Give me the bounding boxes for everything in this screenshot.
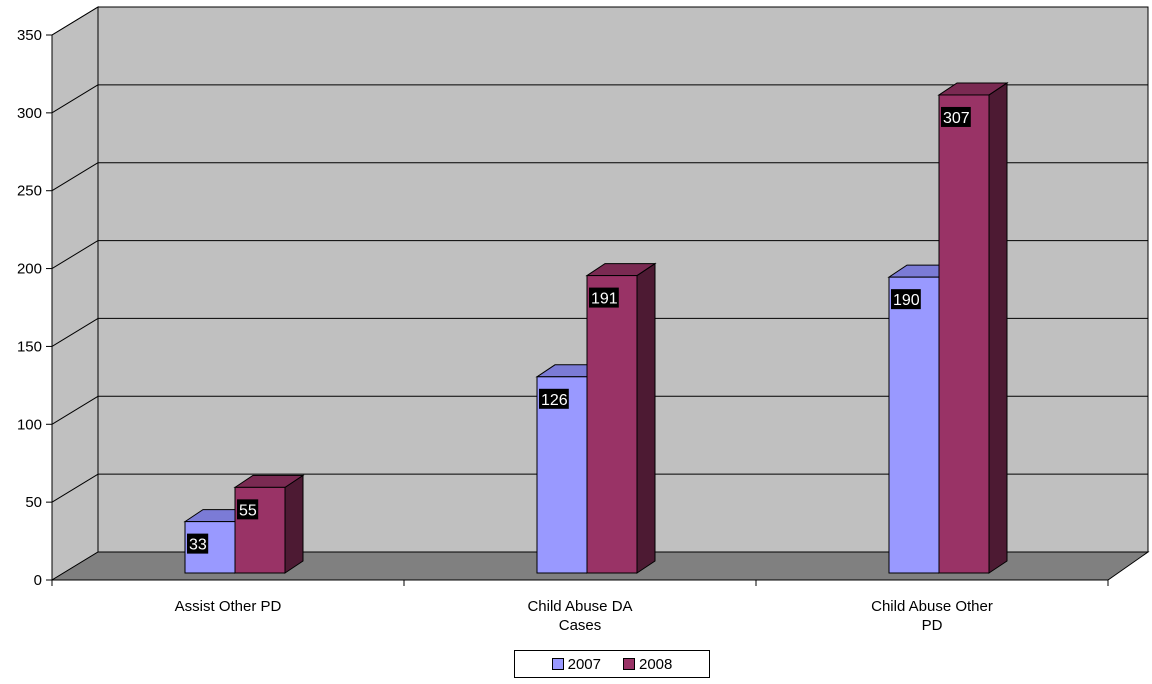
gridline-side-150 — [51, 318, 99, 347]
side-wall — [51, 6, 99, 581]
legend-item-2007: 2007 — [551, 655, 601, 673]
y-tick-label-100: 100 — [17, 416, 42, 433]
y-tick-label-200: 200 — [17, 261, 42, 278]
bar-2008-1 — [586, 275, 638, 574]
gridline-side-100 — [51, 395, 99, 425]
data-label-bg-2008-2 — [941, 106, 971, 127]
y-tick-label-0: 0 — [34, 572, 42, 589]
legend-label-2008: 2008 — [639, 655, 673, 673]
x-tick-label-2-1: PD — [922, 617, 943, 634]
data-label-2008-2: 307 — [943, 110, 970, 127]
data-label-2007-1: 126 — [541, 392, 568, 409]
data-label-bg-2007-1 — [539, 388, 569, 409]
data-label-2008-1: 191 — [591, 291, 618, 308]
legend-label-2007: 2007 — [567, 655, 601, 673]
legend-item-2008: 2008 — [623, 656, 672, 673]
legend: 2007 2008 — [514, 650, 710, 678]
legend-swatch-2007 — [551, 658, 564, 670]
bar-2007-1 — [536, 376, 588, 574]
gridline-side-300 — [51, 84, 99, 114]
x-tick-label-2-0: Child Abuse Other — [871, 598, 993, 615]
data-label-bg-2008-1 — [589, 287, 619, 308]
bar-side-2008-1 — [636, 262, 656, 574]
x-tick-label-0-0: Assist Other PD — [175, 598, 282, 615]
bar-2007-2 — [888, 276, 940, 574]
y-tick-label-150: 150 — [17, 338, 42, 355]
legend-swatch-2008 — [623, 658, 635, 670]
data-label-bg-2008-0 — [237, 499, 259, 520]
bar-side-2008-2 — [988, 82, 1008, 574]
data-label-2007-2: 190 — [893, 292, 920, 309]
x-tick-label-1-0: Child Abuse DA — [527, 598, 632, 615]
y-tick-label-250: 250 — [17, 183, 42, 200]
data-label-2008-0: 55 — [239, 502, 257, 519]
x-tick-label-1-1: Cases — [559, 617, 602, 634]
bar-side-2008-0 — [284, 474, 304, 574]
data-label-bg-2007-2 — [891, 289, 921, 310]
y-tick-label-300: 300 — [17, 105, 42, 122]
gridline-side-250 — [51, 162, 99, 192]
data-label-2007-0: 33 — [189, 537, 207, 554]
gridline-side-50 — [51, 473, 99, 503]
y-tick-label-50: 50 — [25, 494, 42, 511]
y-tick-label-350: 350 — [17, 27, 42, 44]
data-label-bg-2007-0 — [187, 533, 209, 554]
bar-2008-2 — [938, 94, 990, 574]
gridline-side-350 — [51, 6, 99, 36]
gridline-side-200 — [51, 240, 99, 269]
